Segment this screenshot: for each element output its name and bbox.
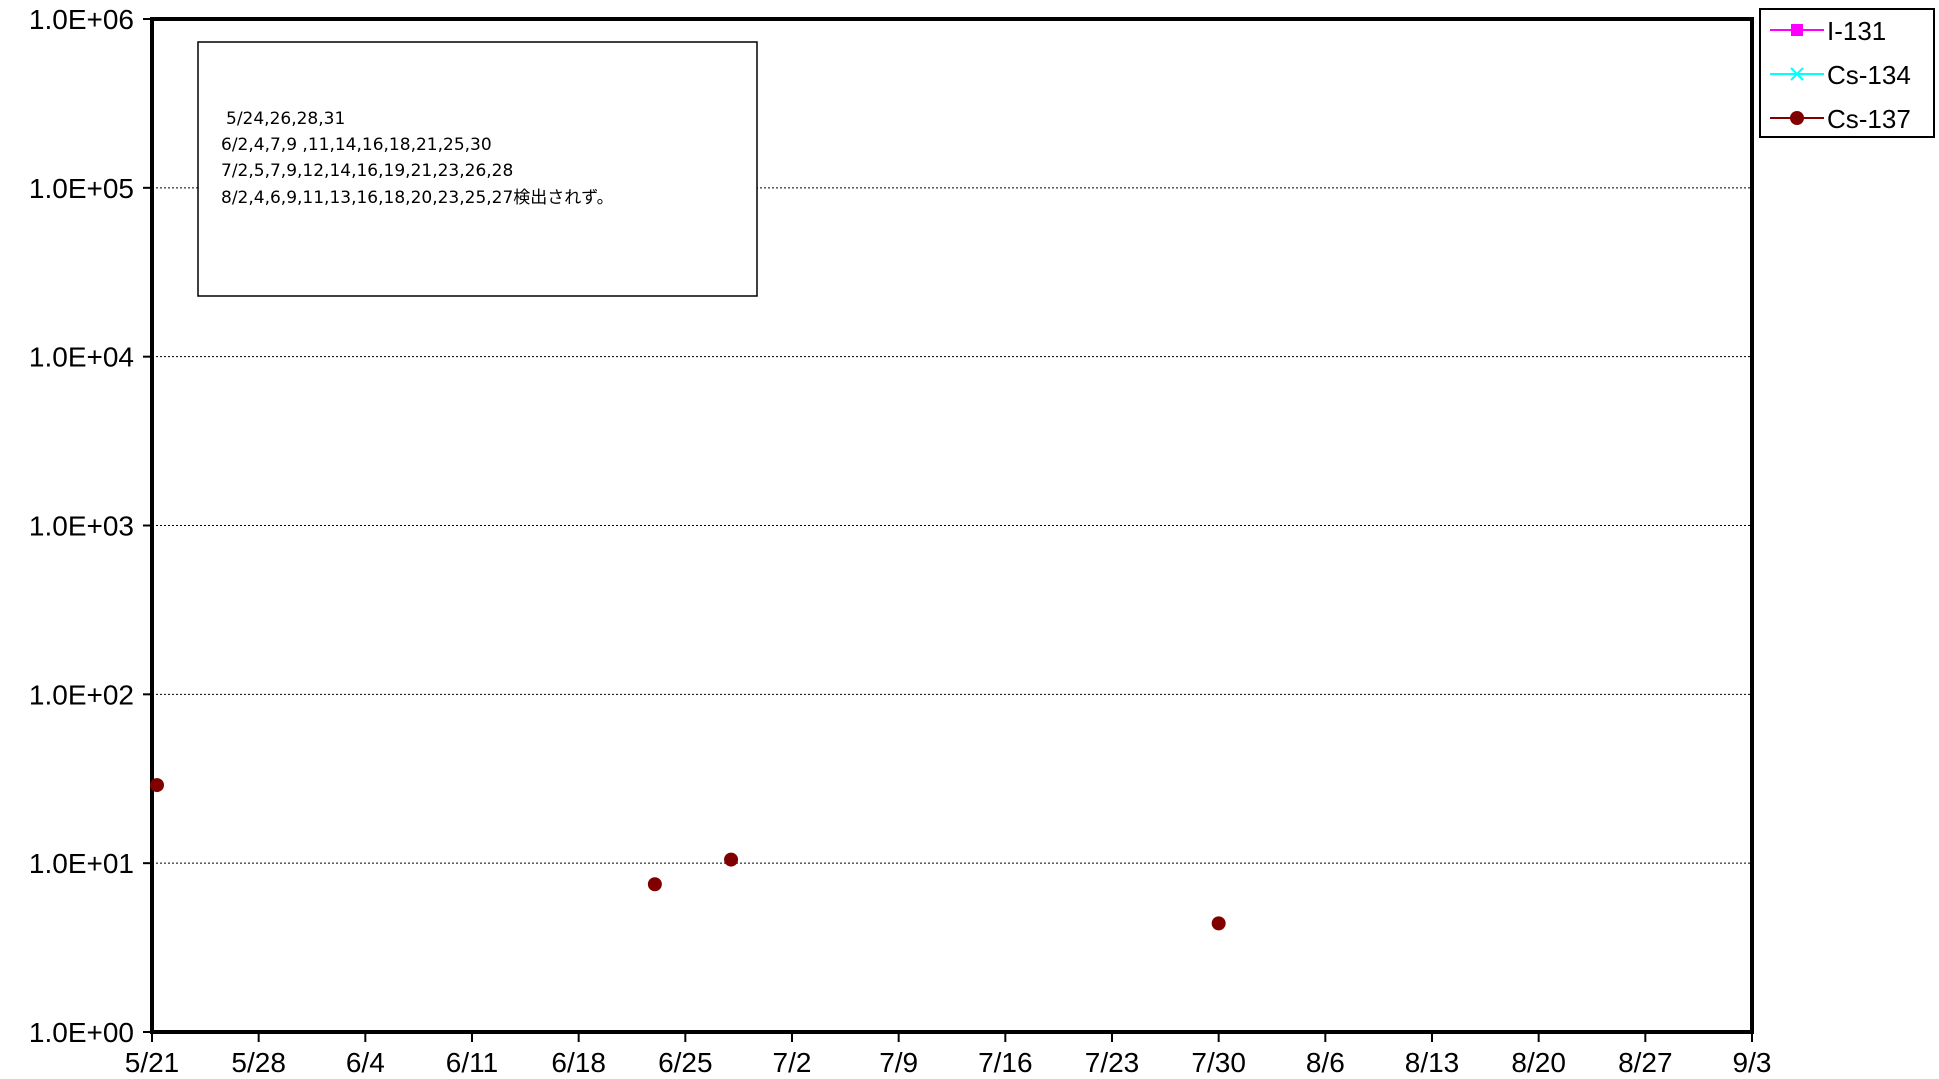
- legend-label: I-131: [1827, 16, 1886, 46]
- annotation-line: 7/2,5,7,9,12,14,16,19,21,23,26,28: [221, 161, 513, 181]
- x-tick-label: 7/9: [879, 1047, 918, 1078]
- data-point-cs-137: [647, 877, 662, 892]
- x-tick-label: 8/20: [1511, 1047, 1566, 1078]
- x-tick-label: 8/6: [1306, 1047, 1345, 1078]
- y-tick-label: 1.0E+05: [29, 173, 134, 204]
- x-tick-label: 9/3: [1733, 1047, 1772, 1078]
- x-axis-ticks: 5/21 5/28 6/4 6/11 6/18 6/25 7/2 7/9 7/16 7/23 7/3…: [125, 1032, 1772, 1078]
- annotation-frame: [197, 41, 758, 297]
- data-point-cs-137: [724, 852, 739, 867]
- y-tick-label: 1.0E+04: [29, 342, 134, 373]
- x-tick-label: 6/4: [346, 1047, 385, 1078]
- y-tick-label: 1.0E+06: [29, 4, 134, 35]
- x-tick-label: 6/11: [446, 1047, 498, 1078]
- x-tick-label: 8/13: [1405, 1047, 1460, 1078]
- legend-item-i131: I-131: [1770, 16, 1886, 46]
- annotation-box: 5/24,26,28,31 6/2,4,7,9 ,11,14,16,18,21,…: [197, 41, 758, 297]
- x-tick-label: 7/2: [773, 1047, 812, 1078]
- circle-marker-icon: [1790, 111, 1804, 125]
- x-tick-label: 8/27: [1618, 1047, 1673, 1078]
- legend-label: Cs-137: [1827, 104, 1911, 134]
- legend-label: Cs-134: [1827, 60, 1911, 90]
- y-tick-label: 1.0E+03: [29, 511, 134, 542]
- annotation-line: 5/24,26,28,31: [226, 109, 345, 129]
- x-tick-label: 6/25: [658, 1047, 713, 1078]
- plot-frame: [150, 17, 1754, 1034]
- x-tick-label: 7/30: [1191, 1047, 1246, 1078]
- x-tick-label: 6/18: [551, 1047, 606, 1078]
- x-marker-icon: [1790, 67, 1804, 81]
- data-point-cs-137: [150, 778, 164, 793]
- legend-item-cs137: Cs-137: [1770, 104, 1911, 134]
- data-point-cs-137: [1211, 916, 1226, 931]
- x-tick-label: 5/28: [231, 1047, 286, 1078]
- annotation-line: 6/2,4,7,9 ,11,14,16,18,21,25,30: [221, 135, 492, 155]
- y-axis-ticks: 1.0E+00 1.0E+01 1.0E+02 1.0E+03 1.0E+04 1.0E+…: [29, 4, 152, 1048]
- x-tick-label: 7/16: [978, 1047, 1033, 1078]
- y-tick-label: 1.0E+00: [29, 1017, 134, 1048]
- annotation-line: 8/2,4,6,9,11,13,16,18,20,23,25,27検出されず。: [221, 188, 614, 208]
- y-tick-label: 1.0E+02: [29, 679, 134, 710]
- gridlines: [152, 187, 1752, 864]
- square-marker-icon: [1791, 24, 1803, 36]
- y-tick-label: 1.0E+01: [29, 848, 134, 879]
- data-points: [150, 778, 1226, 931]
- legend: I-131 Cs-134 Cs-137: [1759, 8, 1935, 138]
- legend-item-cs134: Cs-134: [1770, 60, 1911, 90]
- x-tick-label: 7/23: [1085, 1047, 1140, 1078]
- x-tick-label: 5/21: [125, 1047, 180, 1078]
